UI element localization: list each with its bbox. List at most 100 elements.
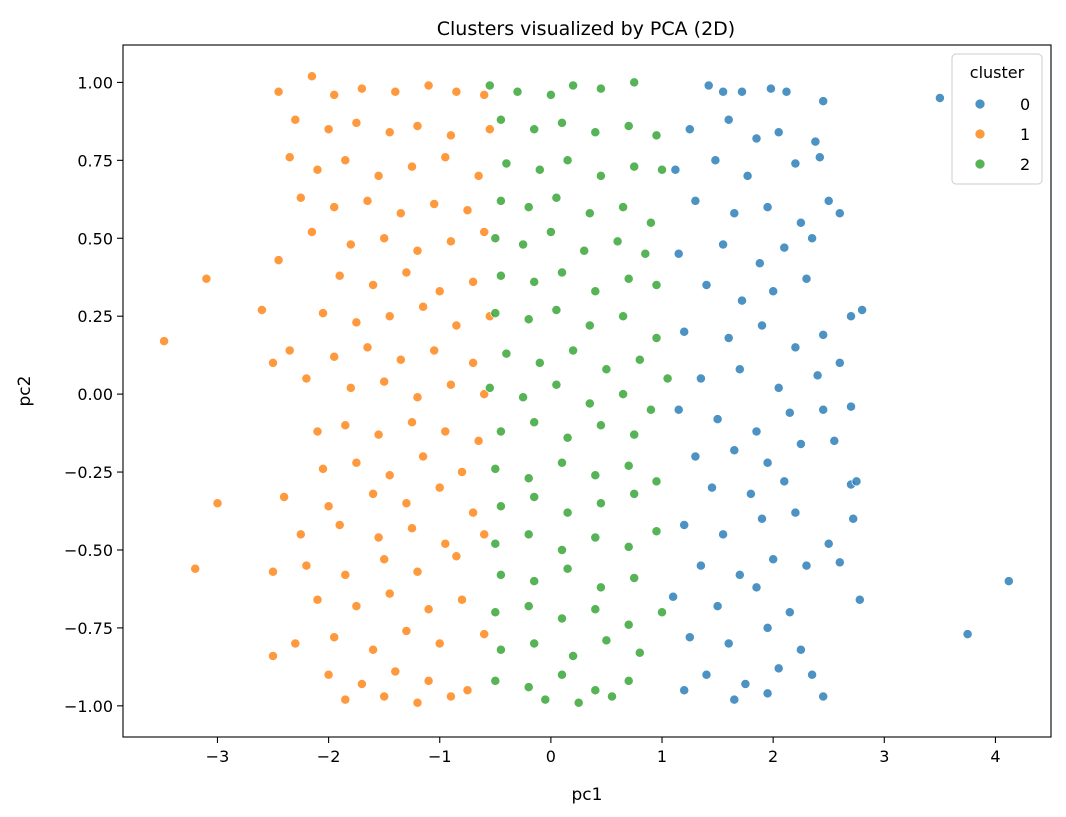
data-point <box>651 280 662 290</box>
data-point <box>490 607 501 618</box>
data-point <box>801 273 812 284</box>
data-point <box>412 121 423 131</box>
data-point <box>590 470 601 481</box>
data-point <box>434 638 445 649</box>
data-point <box>523 682 534 693</box>
data-point <box>1003 576 1014 587</box>
series-2 <box>484 77 673 708</box>
data-point <box>651 476 662 487</box>
data-point <box>634 354 645 365</box>
data-point <box>390 666 401 677</box>
data-point <box>595 170 606 181</box>
data-point <box>351 601 362 612</box>
data-point <box>773 382 784 393</box>
data-point <box>290 638 301 649</box>
data-point <box>651 526 662 537</box>
data-point <box>673 248 684 259</box>
data-point <box>818 691 829 702</box>
data-point <box>623 273 634 284</box>
data-point <box>773 663 784 674</box>
data-point <box>629 429 640 440</box>
data-point <box>379 233 390 244</box>
data-point <box>684 124 695 135</box>
data-point <box>379 376 390 387</box>
data-point <box>623 675 634 686</box>
data-point <box>629 77 640 88</box>
data-point <box>718 239 729 250</box>
data-point <box>495 644 506 655</box>
legend: cluster 0 1 2 <box>951 53 1043 185</box>
data-point <box>390 86 401 97</box>
data-point <box>801 560 812 571</box>
data-point <box>384 127 395 138</box>
data-point <box>362 195 373 206</box>
data-point <box>634 647 645 658</box>
data-point <box>468 276 479 287</box>
data-point <box>695 560 706 571</box>
data-point <box>423 604 434 615</box>
data-point <box>401 267 412 278</box>
data-point <box>451 551 462 562</box>
data-point <box>273 86 284 97</box>
data-point <box>829 435 840 446</box>
data-point <box>418 451 429 462</box>
data-point <box>495 114 506 125</box>
data-point <box>607 691 617 702</box>
data-point <box>679 326 690 337</box>
data-point <box>781 86 792 97</box>
data-point <box>395 354 406 365</box>
data-point <box>834 557 845 568</box>
data-point <box>662 373 673 384</box>
data-point <box>590 532 601 543</box>
data-point <box>368 488 379 499</box>
data-point <box>518 392 529 403</box>
data-point <box>568 651 579 661</box>
data-point <box>595 498 606 509</box>
data-point <box>673 404 684 415</box>
data-point <box>718 86 729 97</box>
data-point <box>618 202 629 213</box>
data-point <box>401 626 412 636</box>
legend-marker <box>974 128 986 140</box>
data-point <box>790 507 801 518</box>
data-point <box>551 192 562 203</box>
data-point <box>407 417 417 428</box>
data-point <box>434 286 445 297</box>
data-point <box>306 71 317 82</box>
y-tick-label: 0.75 <box>77 151 113 170</box>
data-point <box>384 470 395 481</box>
data-point <box>562 563 573 574</box>
data-point <box>312 426 323 437</box>
data-point <box>551 379 562 390</box>
data-point <box>595 582 606 593</box>
data-point <box>451 86 462 97</box>
data-point <box>618 311 629 322</box>
y-tick-label: −0.75 <box>64 619 113 638</box>
data-point <box>351 117 362 128</box>
data-point <box>590 604 601 615</box>
data-point <box>712 414 723 425</box>
data-point <box>295 529 306 540</box>
data-point <box>729 208 740 219</box>
data-point <box>479 227 490 237</box>
data-point <box>590 685 601 696</box>
x-tick-label: −2 <box>317 747 341 766</box>
data-point <box>710 155 721 166</box>
data-point <box>568 345 579 356</box>
data-point <box>412 566 423 577</box>
data-point <box>306 227 317 237</box>
data-point <box>545 89 556 100</box>
data-point <box>373 532 384 543</box>
data-point <box>523 202 534 213</box>
data-point <box>534 357 545 368</box>
data-point <box>412 245 423 256</box>
data-point <box>857 305 868 315</box>
y-axis-ticks: −1.00 −0.75 −0.50 −0.25 0.00 0.25 0.50 0.75 1.00 <box>64 73 123 716</box>
data-point <box>695 373 706 384</box>
data-point <box>529 124 540 135</box>
data-point <box>384 588 395 599</box>
points-layer <box>159 71 1014 708</box>
data-point <box>490 308 501 319</box>
data-point <box>479 529 490 540</box>
